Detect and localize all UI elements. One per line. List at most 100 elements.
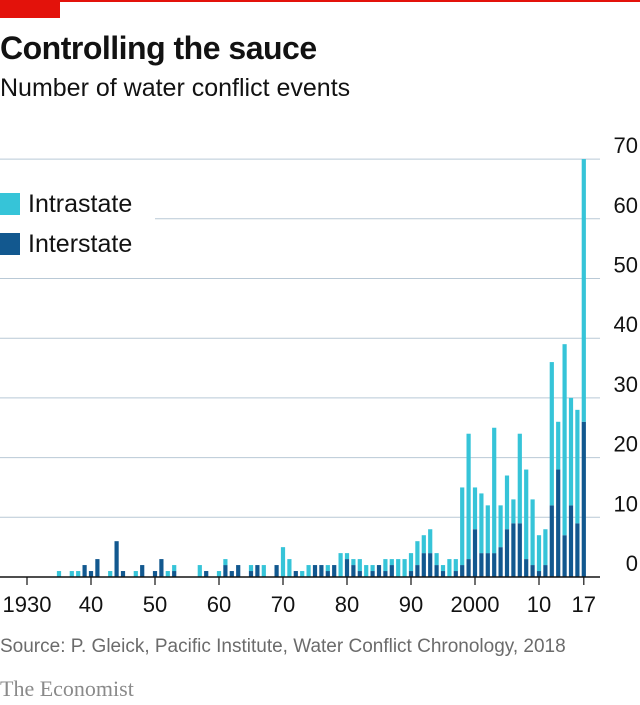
bar-interstate-1998 <box>460 565 465 577</box>
bar-intrastate-1957 <box>197 565 202 577</box>
bar-interstate-1999 <box>466 559 471 577</box>
legend-label-intrastate: Intrastate <box>28 189 133 218</box>
bar-interstate-2010 <box>536 571 542 577</box>
bar-interstate-2014 <box>562 535 567 577</box>
bar-intrastate-1971 <box>287 559 292 577</box>
bar-interstate-1986 <box>383 571 388 577</box>
bar-intrastate-2017 <box>581 159 586 422</box>
bar-intrastate-1989 <box>402 559 407 577</box>
bar-interstate-1982 <box>357 571 362 577</box>
x-tick-label-2000: 2000 <box>451 592 500 617</box>
bar-intrastate-2003 <box>492 427 497 554</box>
bar-interstate-1976 <box>319 565 324 577</box>
x-tick-label-1940: 40 <box>79 592 103 617</box>
bar-intrastate-1995 <box>440 565 446 572</box>
bar-interstate-2005 <box>504 529 510 577</box>
bar-interstate-1948 <box>140 565 145 577</box>
brand-logo-text: The Economist <box>0 676 134 701</box>
y-axis-labels: 0 10 20 30 40 50 60 70 <box>614 133 638 576</box>
bar-interstate-2006 <box>511 523 516 577</box>
intrastate-swatch <box>0 193 20 215</box>
legend-label-interstate: Interstate <box>28 229 133 258</box>
x-tick-label-2010: 10 <box>527 592 551 617</box>
bar-interstate-1978 <box>332 565 337 577</box>
bar-intrastate-1992 <box>421 535 426 554</box>
y-tick-label-60: 60 <box>614 193 638 218</box>
bar-interstate-2009 <box>530 565 535 577</box>
bar-intrastate-2002 <box>485 505 490 554</box>
bar-intrastate-2009 <box>530 499 535 566</box>
bar-interstate-1944 <box>114 541 119 577</box>
bar-interstate-2003 <box>492 553 497 577</box>
y-tick-label-40: 40 <box>614 312 638 337</box>
bar-intrastate-1973 <box>300 571 305 577</box>
bar-interstate-1945 <box>120 571 126 577</box>
bar-interstate-1965 <box>248 571 254 577</box>
bar-intrastate-1938 <box>76 571 81 577</box>
bar-intrastate-1977 <box>325 565 330 572</box>
bar-intrastate-2011 <box>543 529 548 566</box>
bar-intrastate-2000 <box>472 487 478 530</box>
interstate-swatch <box>0 233 20 255</box>
bar-interstate-1975 <box>312 565 318 577</box>
bar-interstate-1972 <box>293 571 298 577</box>
bar-interstate-2011 <box>543 565 548 577</box>
bar-interstate-1969 <box>274 565 279 577</box>
bar-interstate-1990 <box>408 571 414 577</box>
y-tick-label-10: 10 <box>614 491 638 516</box>
bar-intrastate-1984 <box>370 565 375 572</box>
bar-intrastate-1967 <box>261 565 266 577</box>
bar-interstate-2000 <box>472 529 478 577</box>
bar-interstate-1985 <box>376 565 382 577</box>
bar-interstate-1958 <box>204 571 209 577</box>
bar-interstate-1941 <box>95 559 100 577</box>
bar-intrastate-1981 <box>351 559 356 566</box>
bar-intrastate-2006 <box>511 499 516 524</box>
grid-lines <box>0 158 600 518</box>
y-tick-label-70: 70 <box>614 133 638 158</box>
bar-intrastate-1961 <box>223 559 228 566</box>
bar-intrastate-1990 <box>408 553 414 572</box>
bar-intrastate-1986 <box>383 559 388 572</box>
y-tick-label-50: 50 <box>614 253 638 278</box>
bar-intrastate-2013 <box>556 421 561 470</box>
bar-interstate-1953 <box>172 571 177 577</box>
bar-interstate-2007 <box>517 523 522 577</box>
bar-interstate-1961 <box>223 565 228 577</box>
bar-intrastate-1952 <box>165 571 170 577</box>
bar-interstate-1981 <box>351 565 356 577</box>
bar-interstate-2004 <box>498 547 503 577</box>
x-tick-label-1970: 70 <box>271 592 295 617</box>
bar-intrastate-1996 <box>447 559 452 577</box>
y-tick-label-30: 30 <box>614 372 638 397</box>
bar-interstate-1993 <box>428 553 433 577</box>
bar-intrastate-1947 <box>133 571 138 577</box>
bar-intrastate-2010 <box>536 535 542 572</box>
bar-intrastate-1988 <box>396 559 401 577</box>
bar-interstate-1940 <box>88 571 94 577</box>
bar-intrastate-2001 <box>479 493 484 554</box>
bar-interstate-1997 <box>453 571 458 577</box>
bar-intrastate-2014 <box>562 344 567 536</box>
bar-interstate-1995 <box>440 571 446 577</box>
bar-intrastate-2015 <box>568 397 574 506</box>
bar-intrastate-1960 <box>216 571 222 577</box>
legend: Intrastate Interstate <box>0 184 132 264</box>
bar-intrastate-2012 <box>549 362 554 506</box>
bar-interstate-1992 <box>421 553 426 577</box>
bar-interstate-1950 <box>152 571 158 577</box>
bar-intrastate-1970 <box>280 547 286 577</box>
bar-intrastate-1980 <box>344 553 350 560</box>
bar-interstate-1994 <box>434 565 439 577</box>
bar-interstate-1991 <box>415 565 420 577</box>
bar-intrastate-1998 <box>460 487 465 566</box>
bar-interstate-1980 <box>344 559 350 577</box>
bar-interstate-1962 <box>229 571 234 577</box>
bar-interstate-2001 <box>479 553 484 577</box>
x-tick-label-1990: 90 <box>399 592 423 617</box>
bar-intrastate-1974 <box>306 565 311 577</box>
legend-item-intrastate: Intrastate <box>0 184 132 224</box>
bar-interstate-1984 <box>370 571 375 577</box>
x-axis: 1930 40 50 60 70 80 90 2000 10 17 <box>0 576 600 617</box>
brand-tag <box>0 0 60 18</box>
